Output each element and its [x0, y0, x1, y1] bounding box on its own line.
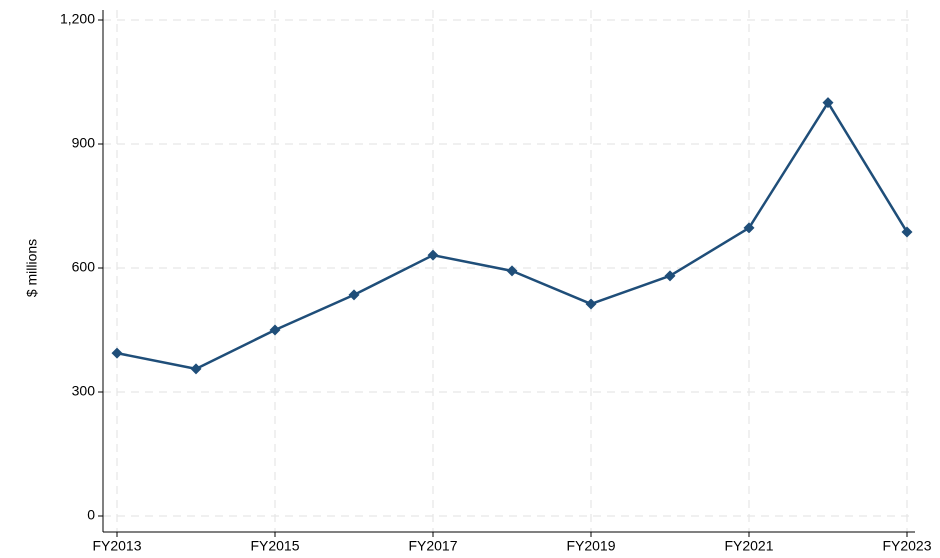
marker	[585, 298, 597, 310]
y-tick-label: 300	[72, 383, 96, 399]
marker	[743, 222, 755, 234]
x-tick-label: FY2017	[408, 538, 457, 554]
marker	[269, 324, 281, 336]
x-tick-label: FY2019	[566, 538, 615, 554]
y-tick-label: 1,200	[60, 11, 95, 27]
marker	[427, 249, 439, 261]
marker	[348, 289, 360, 301]
x-tick-label: FY2021	[724, 538, 773, 554]
y-tick-label: 900	[72, 135, 96, 151]
marker	[901, 226, 913, 238]
y-axis-label: $ millions	[24, 239, 40, 297]
x-tick-label: FY2023	[882, 538, 931, 554]
marker	[190, 363, 202, 375]
y-tick-label: 0	[87, 507, 95, 523]
marker	[111, 347, 123, 359]
marker	[664, 270, 676, 282]
marker	[822, 97, 834, 109]
x-tick-label: FY2013	[92, 538, 141, 554]
x-tick-label: FY2015	[250, 538, 299, 554]
marker	[506, 265, 518, 277]
y-tick-label: 600	[72, 259, 96, 275]
line	[116, 101, 909, 371]
